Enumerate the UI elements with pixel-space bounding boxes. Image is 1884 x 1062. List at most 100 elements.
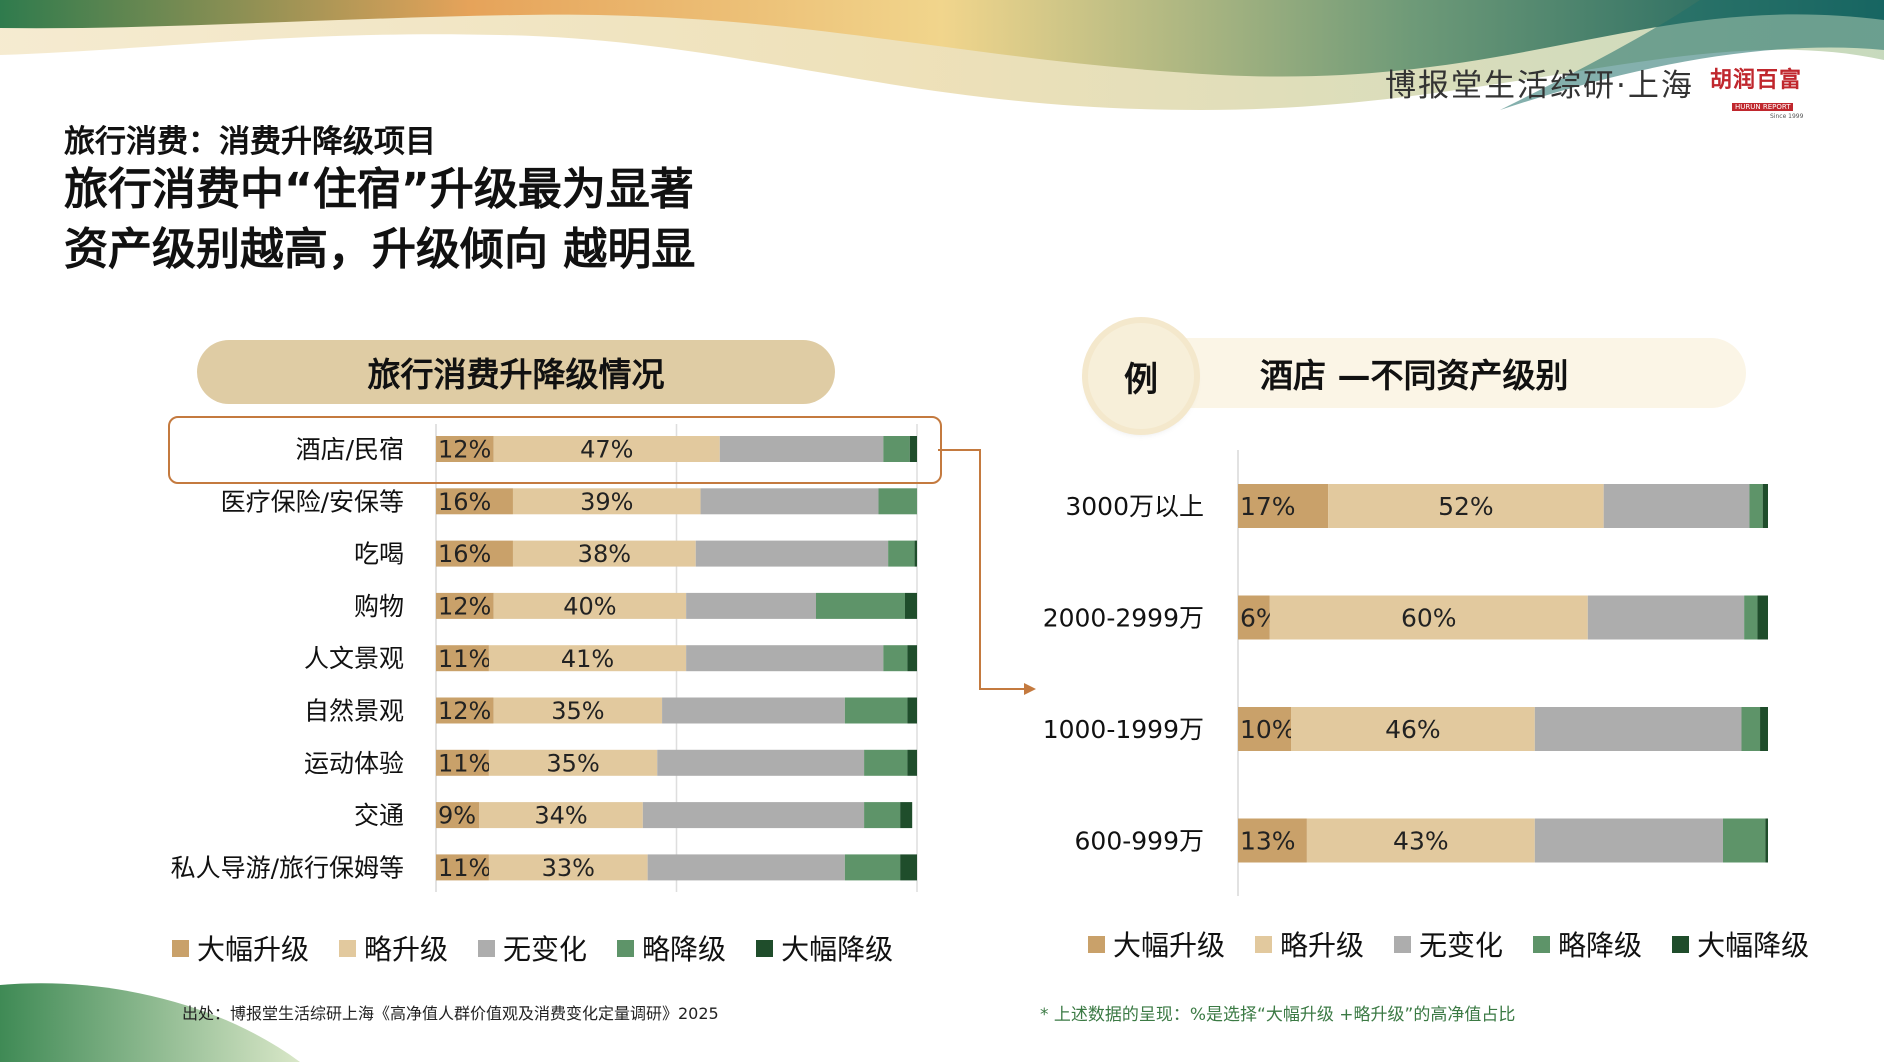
bar-segment-3: [657, 749, 865, 776]
bar-segment-2: [488, 645, 687, 672]
bar-segment-4: [883, 436, 910, 462]
legend-swatch: [1533, 935, 1551, 953]
legend-label: 略升级: [1280, 929, 1365, 962]
right-chart-title: 酒店 —不同资产级别: [1260, 356, 1569, 395]
category-label: 3000万以上: [1065, 492, 1204, 521]
bar-segment-2: [493, 592, 687, 619]
bar-segment-5: [900, 802, 913, 829]
data-label: 60%: [1401, 604, 1457, 633]
data-label: 12%: [438, 436, 491, 464]
bar-segment-3: [662, 697, 845, 724]
bar-segment-1: [436, 436, 494, 462]
headline-line-1: 旅行消费中“住宿”升级最为显著: [64, 164, 694, 215]
legend-item: 略降级: [1533, 924, 1642, 964]
legend-item: 无变化: [478, 928, 587, 968]
data-label: 16%: [438, 540, 491, 568]
legend-swatch: [478, 939, 496, 957]
legend-item: 无变化: [1394, 924, 1503, 964]
bar-segment-5: [907, 697, 917, 724]
source-note: 出处：博报堂生活综研上海《高净值人群价值观及消费变化定量调研》2025: [182, 1004, 719, 1023]
data-label: 10%: [1240, 715, 1296, 744]
legend-swatch: [172, 939, 189, 957]
bar-segment-5: [1760, 707, 1768, 751]
bar-segment-1: [1238, 484, 1329, 528]
bar-segment-1: [436, 802, 480, 829]
bar-segment-1: [436, 540, 513, 567]
bar-segment-1: [1238, 818, 1307, 863]
right-legend: 大幅升级 略升级 无变化 略降级 大幅降级: [1088, 924, 1839, 964]
bar-segment-3: [719, 436, 884, 462]
category-label: 购物: [354, 592, 404, 621]
bar-segment-1: [436, 592, 494, 619]
bar-segment-5: [1757, 595, 1768, 640]
category-label: 吃喝: [354, 540, 404, 569]
category-label: 私人导游/旅行保姆等: [171, 853, 404, 882]
bar-segment-2: [493, 697, 663, 724]
bar-segment-1: [436, 749, 489, 776]
bar-segment-3: [1603, 484, 1750, 528]
bar-segment-2: [1269, 595, 1588, 640]
bar-segment-5: [907, 749, 917, 776]
data-label: 39%: [580, 488, 633, 516]
bar-segment-3: [700, 488, 879, 515]
data-label: 11%: [438, 854, 491, 882]
bar-segment-4: [878, 488, 917, 515]
data-label: 12%: [438, 593, 491, 621]
legend-swatch: [756, 939, 774, 957]
bar-segment-3: [686, 592, 816, 619]
data-label: 11%: [438, 645, 491, 673]
bar-segment-3: [695, 540, 889, 567]
bar-segment-4: [844, 854, 901, 881]
legend-swatch: [1088, 935, 1105, 953]
legend-item: 大幅降级: [756, 928, 893, 968]
legend-label: 无变化: [503, 933, 588, 966]
bar-segment-4: [1722, 818, 1766, 863]
bar-segment-2: [1291, 707, 1535, 751]
bar-segment-3: [686, 645, 884, 672]
legend-label: 略降级: [642, 933, 727, 966]
bar-segment-4: [864, 749, 908, 776]
bar-segment-5: [1765, 818, 1768, 863]
data-label: 16%: [438, 488, 491, 516]
data-label: 12%: [438, 697, 491, 725]
legend-item: 大幅升级: [1088, 924, 1225, 964]
legend-item: 略升级: [1255, 924, 1364, 964]
data-label: 13%: [1240, 827, 1296, 856]
bar-segment-1: [1238, 595, 1270, 640]
data-label: 35%: [551, 697, 604, 725]
bar-segment-4: [888, 540, 915, 567]
data-label: 35%: [546, 749, 599, 777]
data-label: 46%: [1385, 715, 1441, 744]
legend-swatch: [1255, 935, 1273, 953]
legend-item: 大幅升级: [172, 928, 309, 968]
bar-segment-2: [1306, 818, 1535, 863]
category-label: 人文景观: [304, 644, 404, 673]
bar-segment-5: [907, 645, 917, 672]
bar-segment-4: [883, 645, 908, 672]
bar-segment-4: [864, 802, 901, 829]
left-legend: 大幅升级 略升级 无变化 略降级 大幅降级: [172, 928, 923, 968]
bar-segment-2: [512, 540, 696, 567]
legend-swatch: [339, 939, 357, 957]
data-label: 43%: [1393, 827, 1449, 856]
bar-segment-4: [1741, 707, 1761, 751]
bar-segment-4: [844, 697, 908, 724]
bar-segment-1: [436, 697, 494, 724]
example-badge: 例: [1088, 323, 1194, 429]
data-label: 33%: [542, 854, 595, 882]
bar-segment-4: [815, 592, 905, 619]
data-label: 47%: [580, 436, 633, 464]
logo-text: 胡润百富: [1710, 68, 1803, 93]
section-kicker: 旅行消费：消费升降级项目: [64, 124, 436, 160]
legend-item: 大幅降级: [1672, 924, 1809, 964]
category-label: 1000-1999万: [1043, 715, 1204, 744]
bar-segment-3: [1534, 707, 1742, 751]
category-label: 自然景观: [304, 697, 404, 726]
legend-label: 大幅升级: [1113, 929, 1226, 962]
legend-swatch: [1394, 935, 1412, 953]
bar-segment-4: [1749, 484, 1763, 528]
category-label: 交通: [354, 801, 404, 830]
data-label: 11%: [438, 749, 491, 777]
bar-segment-2: [488, 854, 648, 881]
legend-swatch: [1672, 935, 1690, 953]
